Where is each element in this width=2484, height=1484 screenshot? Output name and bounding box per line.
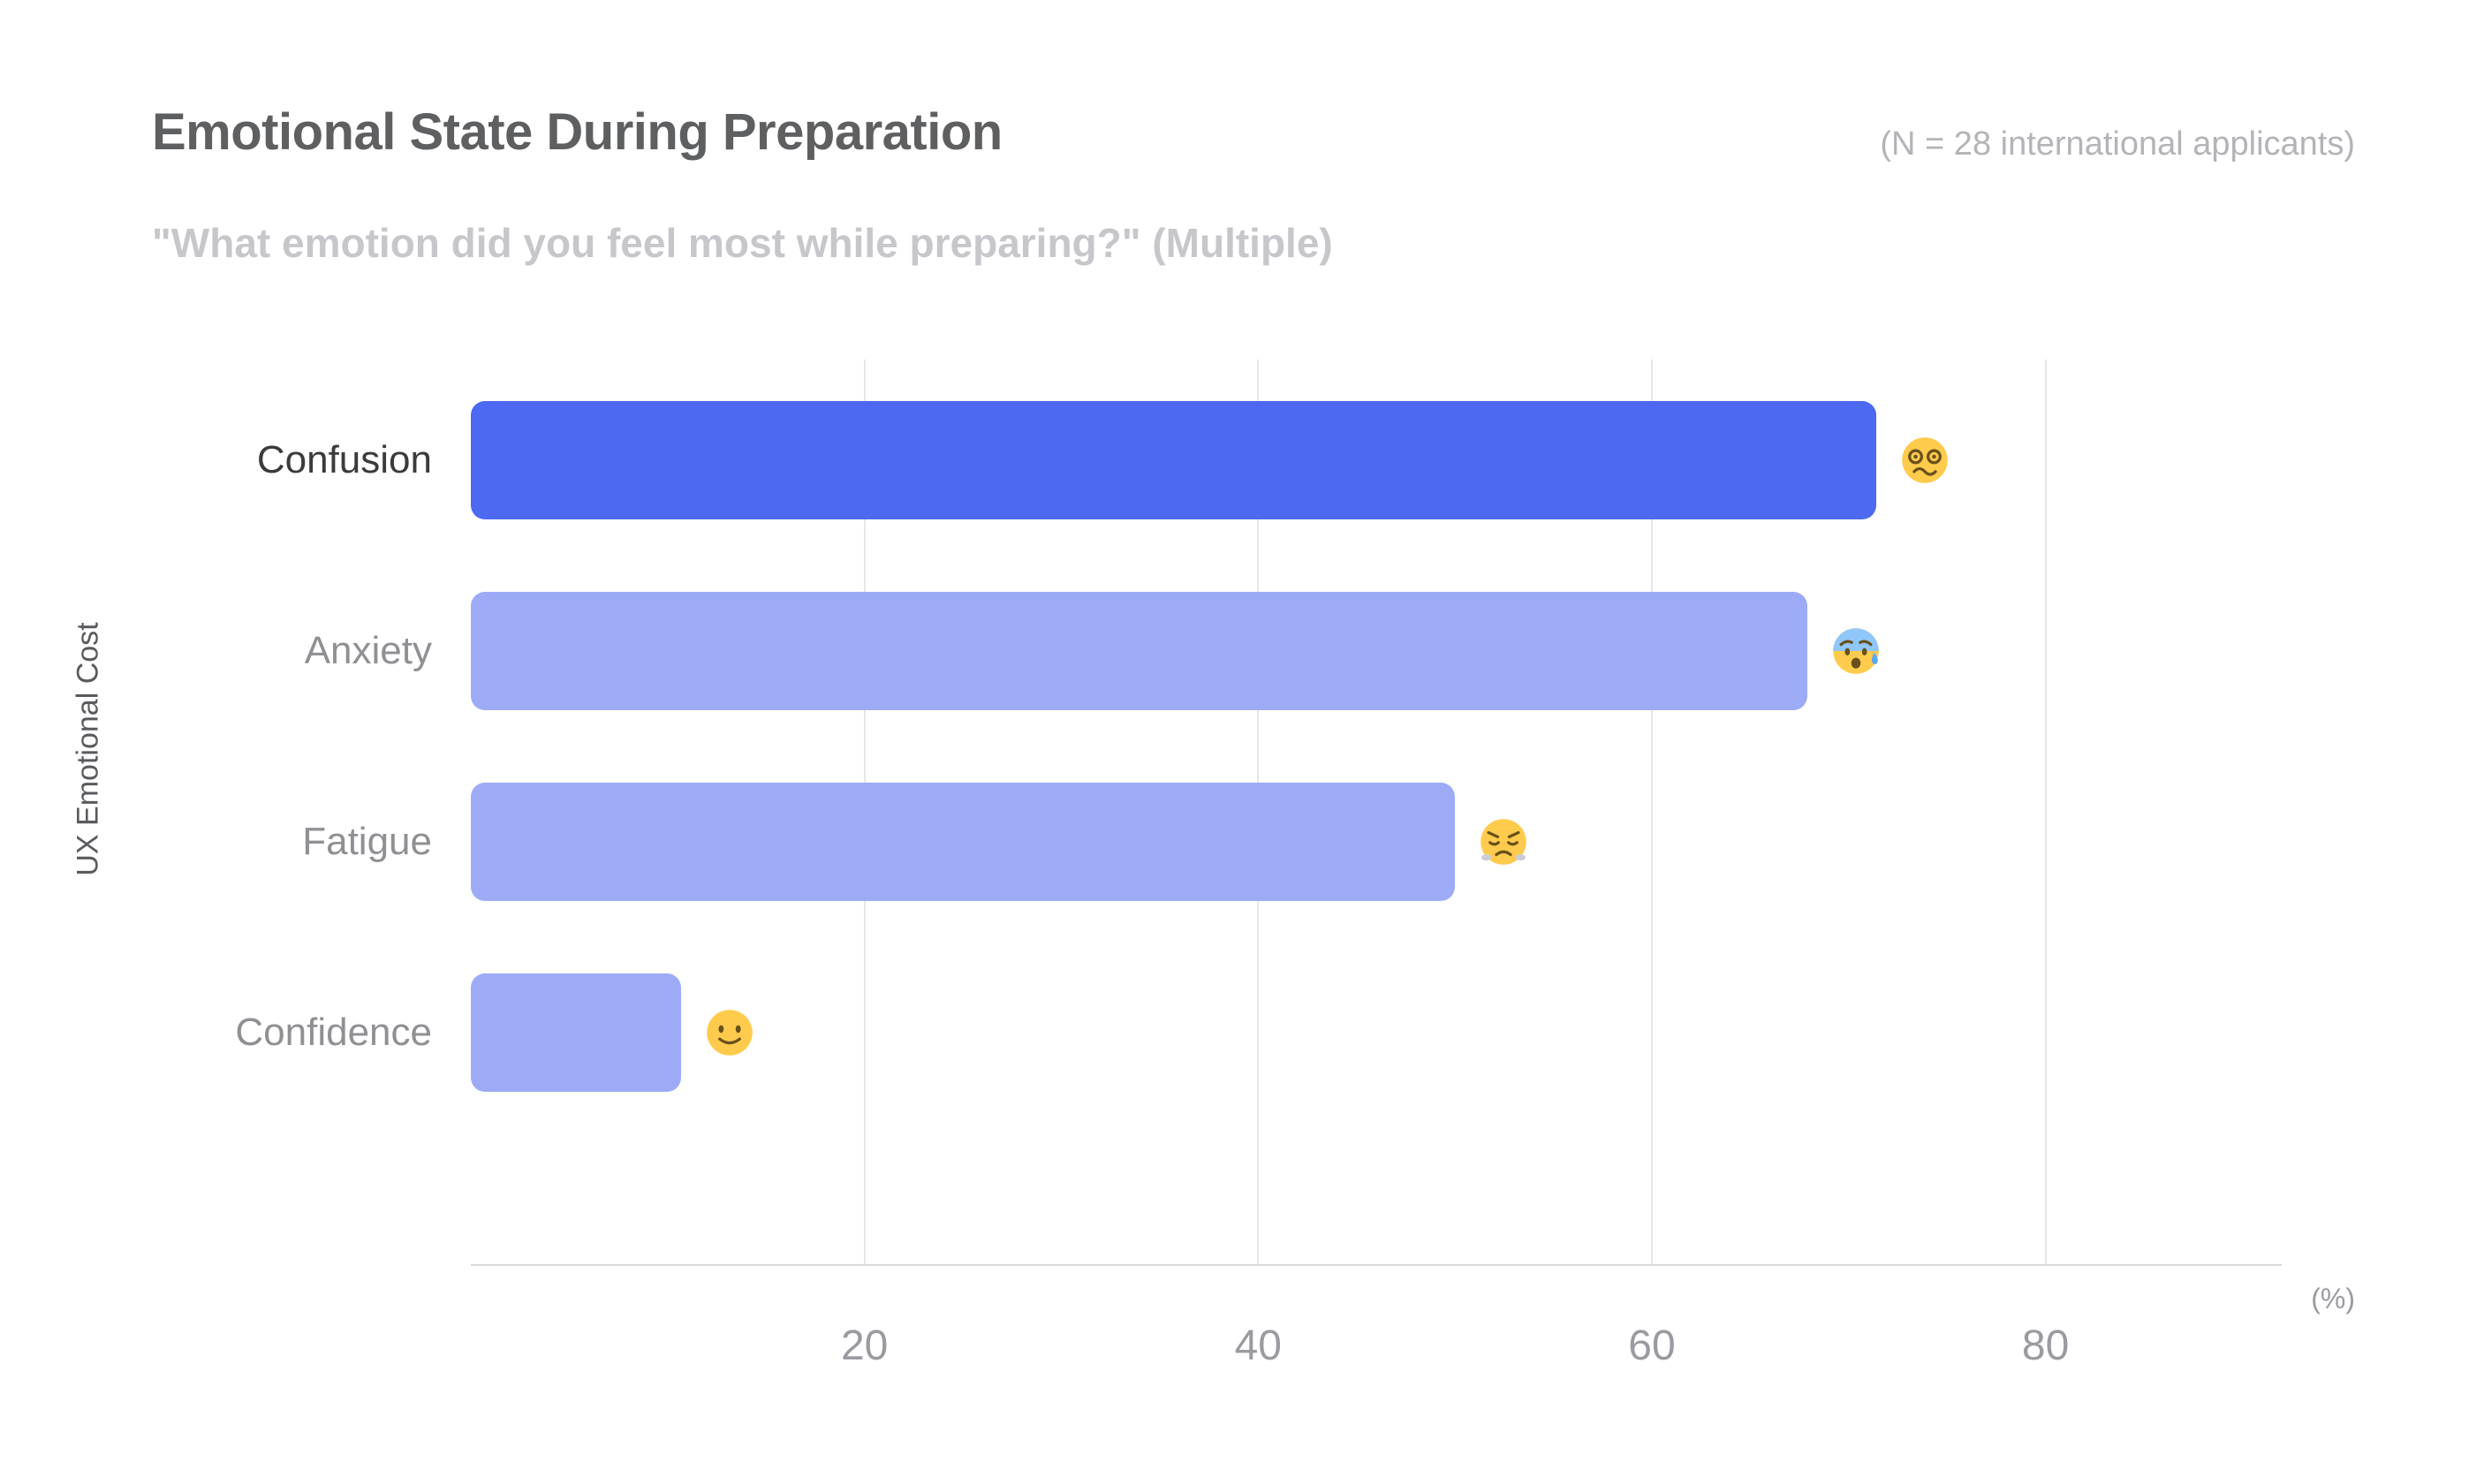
bar-row-confidence: Confidence xyxy=(235,973,2282,1092)
bar-confidence xyxy=(471,973,682,1092)
bar-row-fatigue: Fatigue xyxy=(302,783,2282,901)
bar-anxiety xyxy=(471,592,1807,710)
category-label-confusion: Confusion xyxy=(256,438,432,481)
chart-subtitle: "What emotion did you feel most while pr… xyxy=(152,220,1333,266)
x-tick-label-20: 20 xyxy=(840,1322,889,1369)
plot-area: Confusion Anxiety Fatigue Confidence 20 40 60… xyxy=(235,360,2282,1369)
x-axis-line xyxy=(471,1264,2282,1266)
x-tick-label-40: 40 xyxy=(1234,1322,1282,1369)
slightly-smiling-face-icon xyxy=(704,1007,755,1058)
category-label-fatigue: Fatigue xyxy=(302,820,432,863)
bar-row-confusion: Confusion xyxy=(257,401,2282,519)
bar-confusion xyxy=(471,401,1876,519)
face-with-steam-icon xyxy=(1478,816,1529,867)
x-axis-unit-label: (%) xyxy=(2311,1283,2355,1314)
gridline-60 xyxy=(1650,360,1653,1266)
sample-size-note: (N = 28 international applicants) xyxy=(1880,125,2355,163)
chart-title: Emotional State During Preparation xyxy=(152,103,1003,161)
gridline-80 xyxy=(2044,360,2047,1266)
anxious-face-with-sweat-icon xyxy=(1830,625,1882,677)
bar-row-anxiety: Anxiety xyxy=(305,592,2282,710)
category-label-confidence: Confidence xyxy=(235,1011,432,1054)
bar-fatigue xyxy=(471,783,1456,901)
y-axis-label: UX Emotional Cost xyxy=(71,622,105,876)
face-with-spiral-eyes-icon xyxy=(1899,435,1950,486)
category-label-anxiety: Anxiety xyxy=(304,629,432,672)
x-tick-label-60: 60 xyxy=(1628,1322,1676,1369)
x-tick-label-80: 80 xyxy=(2021,1322,2070,1369)
